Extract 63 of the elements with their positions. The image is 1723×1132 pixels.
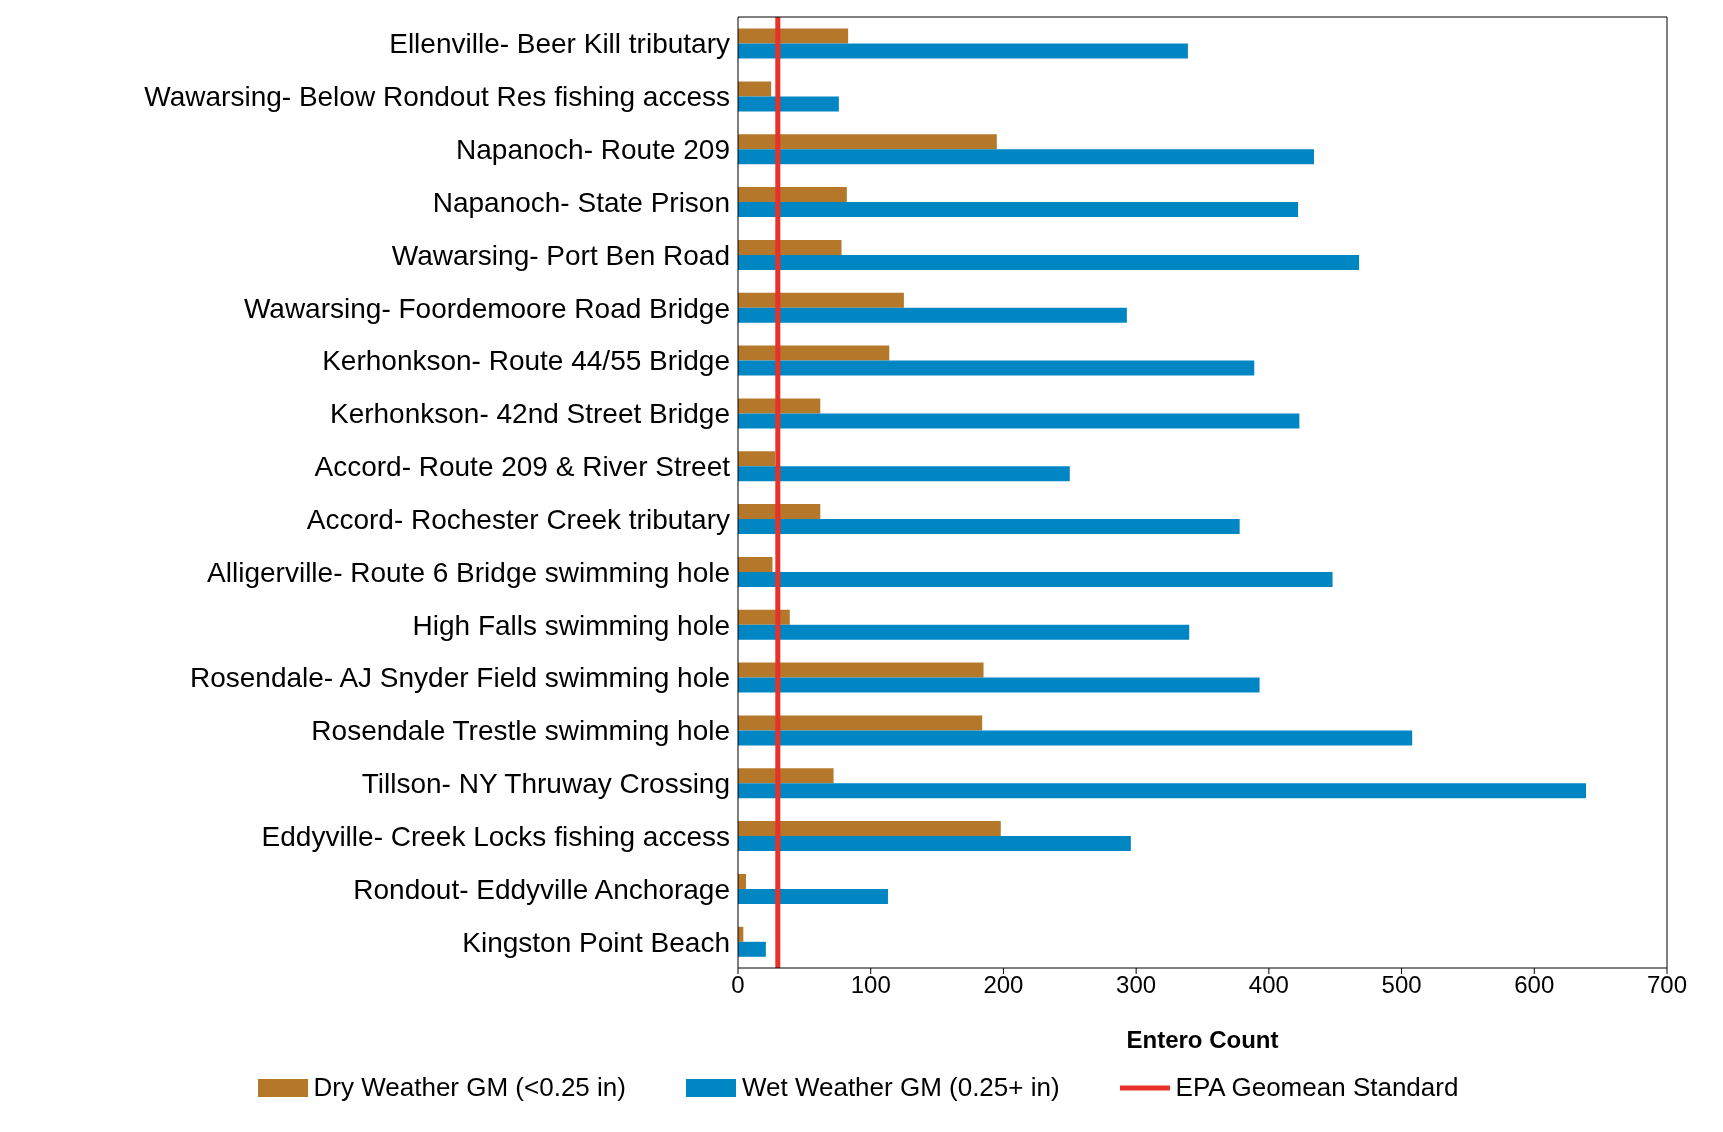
y-tick-label: Tillson- NY Thruway Crossing	[361, 768, 730, 800]
legend-label: Dry Weather GM (<0.25 in)	[313, 1072, 626, 1103]
y-tick-label: Napanoch- State Prison	[432, 186, 730, 218]
bar	[738, 345, 890, 361]
y-tick-label: Ellenville- Beer Kill tributary	[389, 28, 730, 60]
y-tick-label: Kerhonkson- 42nd Street Bridge	[329, 398, 730, 430]
x-tick-label: 700	[1646, 971, 1688, 999]
bar	[738, 466, 1070, 482]
x-tick-label: 600	[1514, 971, 1555, 999]
bar	[738, 821, 1001, 837]
bar	[738, 556, 773, 572]
y-tick-label: Accord- Rochester Creek tributary	[306, 503, 730, 535]
legend-label: EPA Geomean Standard	[1175, 1072, 1459, 1103]
bar	[738, 571, 1333, 587]
bar	[738, 504, 821, 520]
y-tick-label: Wawarsing- Below Rondout Res fishing access	[144, 81, 730, 113]
y-tick-label: Kerhonkson- Route 44/55 Bridge	[322, 345, 730, 377]
bar	[738, 888, 888, 904]
bar	[738, 149, 1314, 165]
bar	[738, 96, 839, 112]
y-tick-label: Eddyville- Creek Locks fishing access	[261, 820, 730, 852]
bar	[738, 292, 904, 308]
bar	[738, 413, 1300, 429]
x-axis-title: Entero Count	[1126, 1026, 1279, 1053]
y-tick-label: Kingston Point Beach	[462, 926, 730, 958]
y-tick-label: Accord- Route 209 & River Street	[314, 451, 731, 483]
y-tick-label: Napanoch- Route 209	[456, 134, 730, 166]
y-tick-label: High Falls swimming hole	[412, 609, 730, 641]
bar	[738, 783, 1587, 799]
x-tick-label: 200	[983, 971, 1024, 999]
bar	[738, 941, 766, 957]
bar	[738, 28, 849, 44]
bar	[738, 254, 1360, 270]
bar	[738, 730, 1413, 746]
y-tick-label: Wawarsing- Port Ben Road	[391, 239, 730, 271]
bar	[738, 519, 1240, 535]
x-tick-label: 100	[850, 971, 891, 999]
legend-label: Wet Weather GM (0.25+ in)	[741, 1072, 1060, 1103]
bar	[738, 202, 1299, 218]
y-tick-label: Rosendale- AJ Snyder Field swimming hole	[189, 662, 730, 694]
bar	[738, 662, 984, 678]
bar	[738, 81, 772, 97]
bar	[738, 624, 1190, 640]
y-tick-label: Rosendale Trestle swimming hole	[311, 715, 730, 747]
bar	[738, 134, 997, 150]
x-tick-label: 0	[731, 971, 745, 999]
bar	[738, 360, 1255, 376]
bar	[738, 768, 834, 784]
y-tick-label: Alligerville- Route 6 Bridge swimming hole	[207, 556, 730, 588]
y-tick-label: Wawarsing- Foordemoore Road Bridge	[243, 292, 730, 324]
x-tick-label: 500	[1381, 971, 1422, 999]
bar	[738, 43, 1188, 59]
bar	[738, 715, 983, 731]
bar	[738, 677, 1260, 693]
bar	[738, 187, 847, 203]
bar	[738, 398, 821, 414]
x-tick-label: 400	[1248, 971, 1289, 999]
bar	[738, 239, 842, 255]
bar	[738, 307, 1127, 323]
x-tick-label: 300	[1116, 971, 1157, 999]
y-tick-label: Rondout- Eddyville Anchorage	[353, 873, 730, 905]
bar	[738, 451, 776, 467]
bar	[738, 836, 1131, 852]
